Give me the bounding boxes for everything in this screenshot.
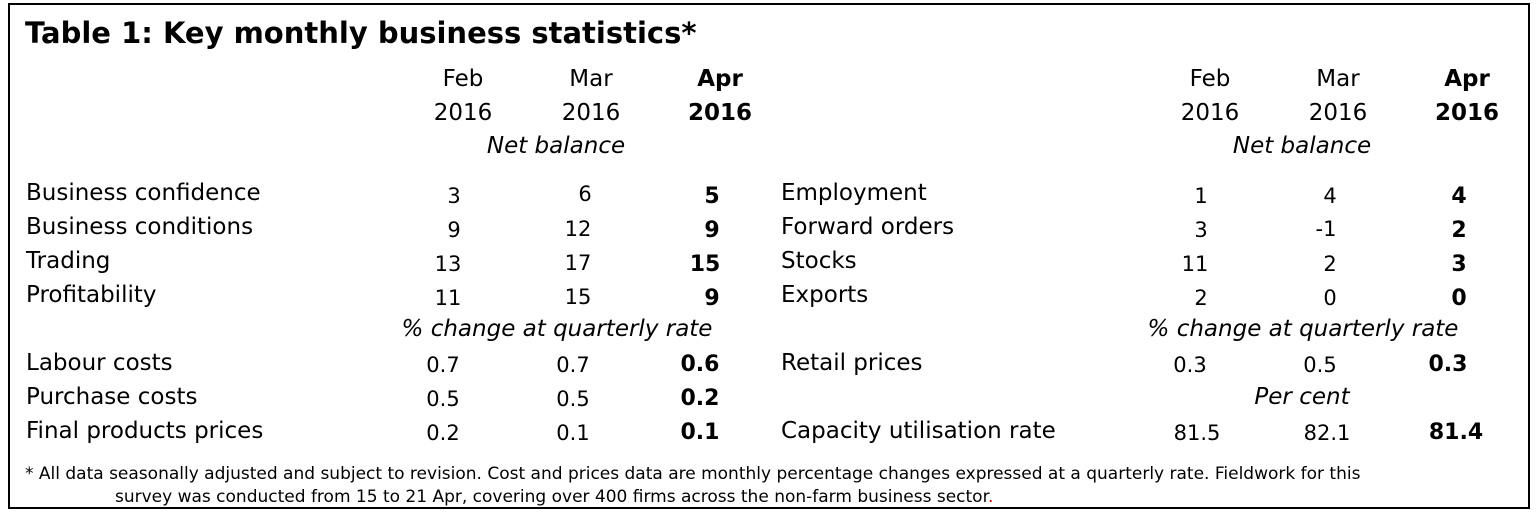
cell-business-conditions-mar: 12 (564, 217, 592, 241)
cell-capacity-utilisation-apr: 81.4 (1428, 420, 1484, 445)
cell-employment-mar: 4 (1323, 184, 1337, 208)
cell-business-conditions-feb: 9 (447, 218, 461, 242)
row-label-employment: Employment (781, 180, 927, 206)
cell-profitability-mar: 15 (564, 285, 592, 309)
cell-final-products-prices-feb: 0.2 (426, 421, 460, 445)
cell-business-confidence-mar: 6 (578, 182, 592, 206)
row-label-profitability: Profitability (26, 282, 157, 308)
left-subhead-net-balance: Net balance (486, 133, 626, 159)
right-header-year-apr: 2016 (1434, 100, 1499, 126)
footnote-line-1: * All data seasonally adjusted and subje… (25, 464, 1361, 484)
footnote-line-2-text: survey was conducted from 15 to 21 Apr, … (115, 487, 988, 507)
cell-retail-prices-feb: 0.3 (1173, 353, 1207, 377)
left-header-year-apr: 2016 (687, 100, 752, 126)
cell-employment-apr: 4 (1451, 184, 1467, 209)
footnote-period: . (988, 487, 994, 507)
left-header-month-apr: Apr (697, 66, 743, 92)
row-label-retail-prices: Retail prices (781, 350, 923, 376)
row-label-trading: Trading (26, 248, 111, 274)
right-subhead-per-cent: Per cent (1254, 384, 1350, 410)
left-header-year-mar: 2016 (561, 100, 621, 126)
cell-final-products-prices-mar: 0.1 (556, 421, 590, 445)
cell-forward-orders-apr: 2 (1451, 218, 1467, 243)
cell-forward-orders-feb: 3 (1194, 218, 1208, 242)
cell-business-confidence-apr: 5 (704, 184, 720, 209)
right-header-month-feb: Feb (1189, 66, 1231, 92)
cell-business-confidence-feb: 3 (447, 184, 461, 208)
cell-retail-prices-apr: 0.3 (1428, 352, 1468, 377)
cell-exports-feb: 2 (1194, 286, 1208, 310)
cell-exports-mar: 0 (1323, 286, 1337, 310)
row-label-business-conditions: Business conditions (26, 214, 254, 240)
right-header-month-mar: Mar (1316, 66, 1360, 92)
right-header-month-apr: Apr (1444, 66, 1490, 92)
cell-capacity-utilisation-mar: 82.1 (1303, 421, 1351, 445)
row-label-stocks: Stocks (781, 248, 857, 274)
right-subhead-pct-change: % change at quarterly rate (1147, 316, 1459, 342)
footnote-line-2: survey was conducted from 15 to 21 Apr, … (115, 487, 993, 507)
cell-stocks-apr: 3 (1451, 252, 1467, 277)
row-label-purchase-costs: Purchase costs (26, 384, 198, 410)
cell-exports-apr: 0 (1451, 286, 1467, 311)
table-frame (8, 3, 1530, 509)
cell-final-products-prices-apr: 0.1 (680, 420, 720, 445)
row-label-exports: Exports (781, 282, 869, 308)
cell-forward-orders-mar: -1 (1315, 217, 1337, 241)
cell-purchase-costs-mar: 0.5 (556, 387, 590, 411)
left-header-month-feb: Feb (442, 66, 484, 92)
cell-retail-prices-mar: 0.5 (1303, 353, 1337, 377)
row-label-final-products-prices: Final products prices (26, 418, 264, 444)
cell-stocks-mar: 2 (1323, 252, 1337, 276)
row-label-labour-costs: Labour costs (26, 350, 173, 376)
cell-purchase-costs-apr: 0.2 (680, 386, 720, 411)
cell-trading-apr: 15 (689, 252, 721, 277)
left-header-year-feb: 2016 (433, 100, 493, 126)
cell-capacity-utilisation-feb: 81.5 (1173, 421, 1221, 445)
cell-labour-costs-mar: 0.7 (556, 353, 590, 377)
cell-profitability-apr: 9 (704, 286, 720, 311)
right-header-year-mar: 2016 (1308, 100, 1368, 126)
row-label-capacity-utilisation-rate: Capacity utilisation rate (781, 418, 1056, 444)
right-header-year-feb: 2016 (1180, 100, 1240, 126)
cell-labour-costs-feb: 0.7 (426, 353, 460, 377)
cell-business-conditions-apr: 9 (704, 218, 720, 243)
cell-trading-mar: 17 (564, 251, 592, 275)
row-label-business-confidence: Business confidence (26, 180, 261, 206)
cell-stocks-feb: 11 (1181, 252, 1209, 276)
cell-employment-feb: 1 (1194, 184, 1208, 208)
left-subhead-pct-change: % change at quarterly rate (401, 316, 713, 342)
cell-trading-feb: 13 (434, 252, 462, 276)
cell-purchase-costs-feb: 0.5 (426, 387, 460, 411)
left-header-month-mar: Mar (569, 66, 613, 92)
right-subhead-net-balance: Net balance (1232, 133, 1372, 159)
cell-labour-costs-apr: 0.6 (680, 352, 720, 377)
row-label-forward-orders: Forward orders (781, 214, 955, 240)
table-title: Table 1: Key monthly business statistics… (25, 16, 697, 50)
cell-profitability-feb: 11 (434, 286, 462, 310)
